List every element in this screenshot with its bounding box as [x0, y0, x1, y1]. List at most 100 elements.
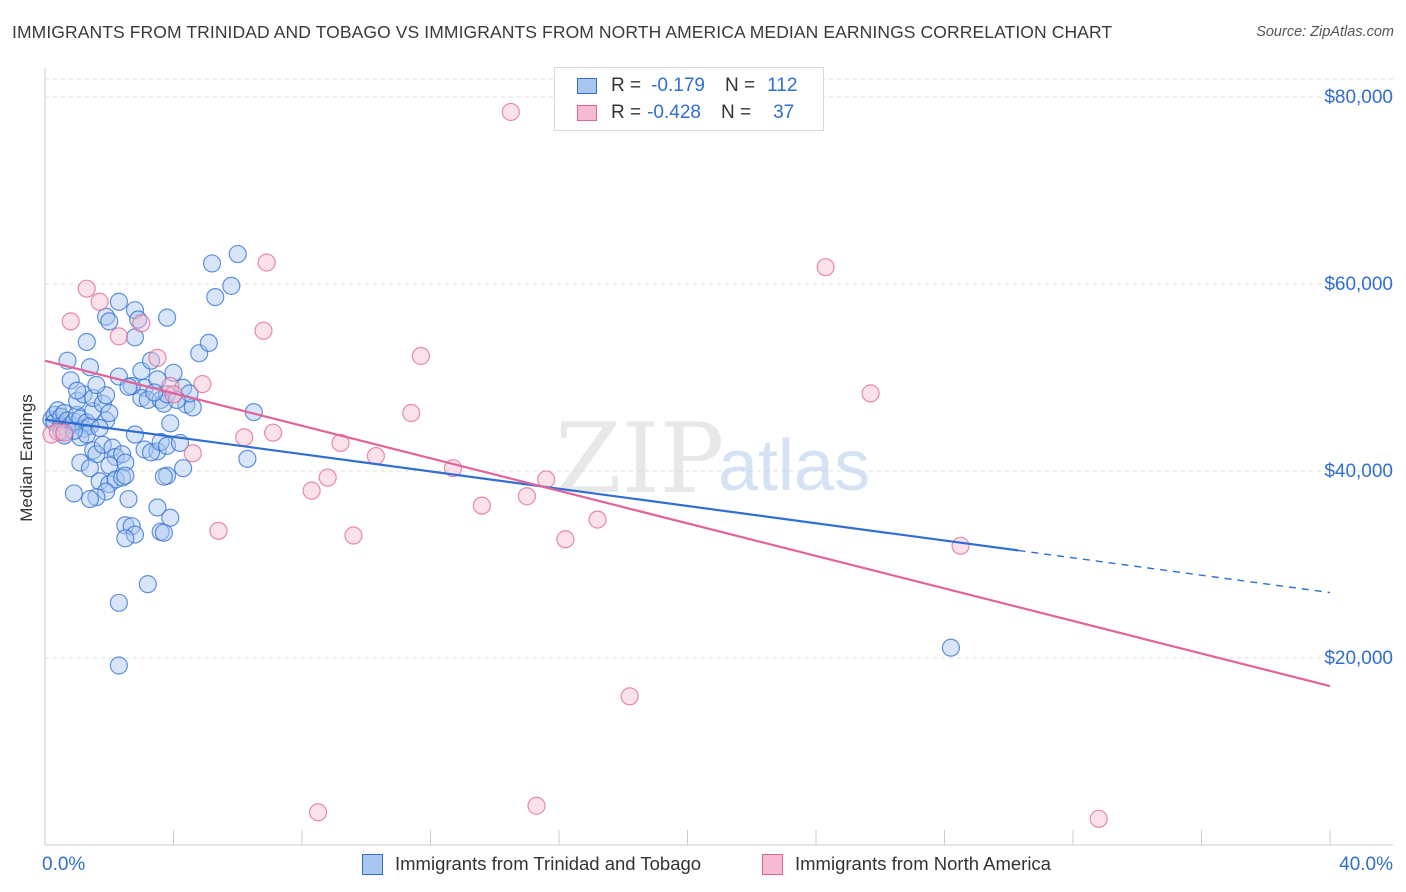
point-trinidad: [109, 593, 128, 612]
point-north-america: [254, 321, 273, 340]
legend-r-value-pink: -0.428: [647, 102, 701, 123]
point-north-america: [183, 444, 202, 463]
point-trinidad: [109, 656, 128, 675]
y-tick-label: $40,000: [1324, 461, 1393, 482]
legend-r-label-blue: R =: [611, 75, 642, 96]
bottom-legend-swatch-pink: [762, 853, 783, 875]
point-trinidad: [138, 575, 157, 594]
point-trinidad: [202, 254, 222, 273]
point-north-america: [402, 403, 421, 423]
point-trinidad: [96, 482, 116, 501]
point-trinidad: [68, 381, 87, 400]
bottom-legend-label-north-america: Immigrants from North America: [795, 853, 1051, 874]
point-north-america: [472, 496, 491, 515]
point-trinidad: [206, 287, 225, 307]
point-north-america: [556, 530, 575, 549]
point-north-america: [132, 314, 151, 333]
point-north-america: [109, 327, 128, 346]
watermark-atlas: atlas: [718, 426, 870, 506]
point-north-america: [501, 102, 520, 122]
legend-r-label-pink: R =: [611, 102, 642, 123]
point-trinidad: [174, 459, 193, 478]
point-north-america: [90, 292, 109, 311]
point-trinidad: [64, 484, 84, 503]
point-trinidad: [116, 529, 135, 548]
point-trinidad: [84, 402, 103, 421]
point-trinidad: [100, 403, 119, 423]
point-trinidad: [71, 453, 90, 472]
point-north-america: [517, 487, 536, 506]
point-north-america: [209, 521, 228, 540]
point-trinidad: [199, 333, 218, 353]
point-north-america: [366, 446, 385, 466]
x-tick-label-max: 40.0%: [1339, 854, 1393, 875]
trendline-north-america: [44, 359, 1331, 688]
point-trinidad: [80, 459, 100, 478]
point-trinidad: [154, 467, 173, 486]
point-north-america: [235, 428, 254, 447]
point-trinidad: [228, 244, 247, 264]
point-north-america: [48, 422, 67, 441]
y-tick-label: $20,000: [1324, 648, 1393, 669]
legend-n-value-pink: 37: [773, 102, 795, 123]
chart-title: IMMIGRANTS FROM TRINIDAD AND TOBAGO VS I…: [12, 22, 1113, 42]
point-trinidad: [112, 468, 132, 487]
point-trinidad: [80, 489, 100, 509]
legend-row-blue: R = -0.179 N = 112: [577, 74, 797, 98]
point-trinidad: [157, 308, 177, 327]
point-trinidad: [161, 414, 180, 433]
point-trinidad: [106, 470, 125, 489]
legend-swatch-pink: [577, 105, 597, 121]
point-trinidad: [100, 312, 119, 331]
legend-swatch-blue: [577, 78, 597, 94]
point-north-america: [148, 348, 167, 367]
y-tick-label: $80,000: [1324, 87, 1393, 108]
x-tick-label-min: 0.0%: [42, 854, 85, 875]
point-north-america: [588, 510, 607, 529]
point-north-america: [620, 687, 639, 706]
legend-r-value-blue: -0.179: [651, 75, 705, 96]
point-trinidad: [116, 516, 135, 535]
point-trinidad: [125, 525, 145, 544]
point-trinidad: [77, 332, 96, 352]
point-north-america: [1089, 809, 1108, 828]
y-axis-title: Median Earnings: [17, 394, 36, 522]
point-north-america: [193, 374, 212, 394]
y-tick-label: $60,000: [1324, 274, 1393, 295]
point-trinidad: [87, 488, 106, 507]
point-north-america: [308, 803, 328, 822]
bottom-legend-item-trinidad[interactable]: Immigrants from Trinidad and Tobago: [362, 852, 701, 876]
point-north-america: [302, 481, 321, 500]
point-north-america: [61, 312, 80, 331]
legend-n-value-blue: 112: [767, 75, 798, 96]
point-trinidad: [238, 449, 257, 468]
point-trinidad: [222, 276, 241, 295]
point-north-america: [318, 468, 337, 487]
point-north-america: [527, 796, 546, 815]
point-trinidad: [125, 425, 145, 444]
point-north-america: [861, 384, 880, 403]
point-trinidad: [154, 523, 173, 542]
point-trinidad: [119, 489, 138, 509]
point-north-america: [411, 346, 430, 366]
point-north-america: [816, 258, 835, 277]
point-trinidad: [161, 508, 180, 527]
point-trinidad: [148, 498, 167, 517]
correlation-legend: R = -0.179 N = 112 R = -0.428 N = 37: [554, 67, 824, 131]
legend-row-pink: R = -0.428 N = 37: [577, 101, 794, 125]
legend-n-label-pink: N =: [720, 102, 752, 123]
bottom-legend-label-trinidad: Immigrants from Trinidad and Tobago: [395, 853, 702, 874]
watermark-zip: ZIP: [555, 403, 724, 515]
bottom-legend-swatch-blue: [362, 853, 383, 875]
bottom-legend-item-north-america[interactable]: Immigrants from North America: [762, 852, 1051, 876]
point-north-america: [257, 253, 276, 272]
source-label[interactable]: Source: ZipAtlas.com: [1256, 24, 1394, 40]
point-north-america: [263, 423, 283, 442]
point-north-america: [344, 526, 363, 545]
point-trinidad: [109, 292, 128, 311]
point-trinidad: [87, 375, 106, 395]
point-north-america: [55, 423, 74, 442]
point-trinidad: [941, 638, 961, 657]
point-trinidad: [116, 466, 135, 485]
